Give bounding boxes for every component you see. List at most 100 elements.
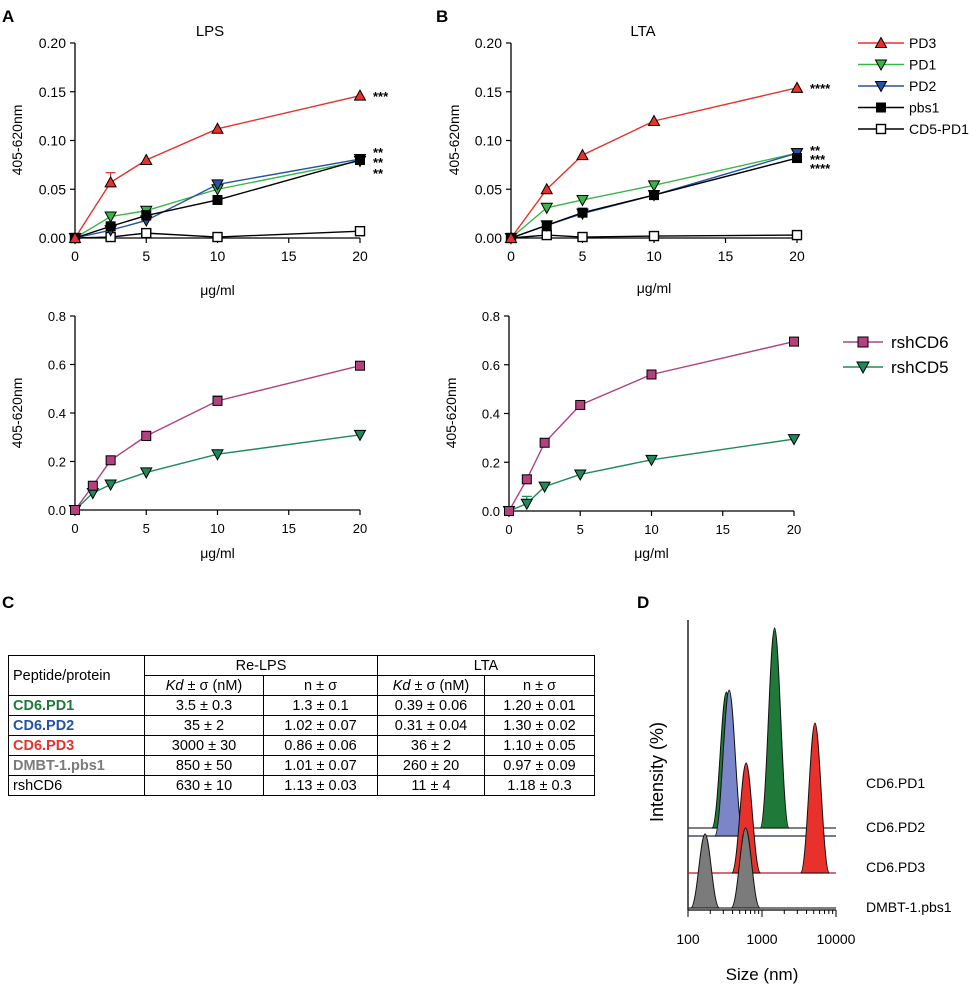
data-point-pd3 [139, 153, 153, 165]
table-cell: 1.30 ± 0.02 [484, 715, 595, 736]
significance-annotation: *** [810, 152, 826, 167]
x-axis-label: μg/ml [637, 280, 672, 296]
y-tick-label: 0.05 [475, 181, 502, 197]
row-name: CD6.PD1 [8, 695, 145, 716]
x-tick-label: 5 [577, 522, 584, 537]
y-tick-label: 0.15 [475, 84, 502, 100]
panel-label-c: C [2, 593, 14, 612]
y-tick-label: 0.2 [482, 455, 500, 470]
data-point-cd5-pd1 [141, 227, 152, 239]
data-point-rshcd6 [212, 395, 223, 406]
x-tick-label: 5 [142, 248, 150, 264]
data-point-pd3 [68, 231, 82, 243]
x-tick-label: 0 [505, 522, 512, 537]
x-tick-label: 15 [716, 522, 730, 537]
data-point-pd3 [540, 182, 554, 195]
x-tick-label: 10 [210, 248, 226, 264]
y-tick-label: 0.6 [48, 358, 66, 373]
chart-dls-size-distribution: 100 1000 10000 Size (nm) Intensity (%) CD6.PD… [647, 620, 952, 984]
chart-lta-peptides: 0.00 0.05 0.10 0.15 0.20 0 5 10 15 20 LTA μg/ml 405-… [446, 23, 831, 296]
data-point-rshcd5 [538, 481, 551, 494]
significance-annotation: ** [373, 166, 384, 181]
y-tick-label: 0.4 [482, 407, 500, 422]
table-row: DMBT-1.pbs1 850 ± 50 1.01 ± 0.07 260 ± 2… [8, 755, 595, 776]
x-axis-label: Size (nm) [726, 965, 799, 984]
data-point-rshcd6 [646, 369, 657, 380]
legend-label: pbs1 [909, 100, 940, 116]
data-point-pbs1 [212, 194, 223, 205]
header-n-lps: n ± σ [263, 675, 378, 696]
y-tick-label: 0.00 [475, 230, 502, 246]
dls-peak-dmbt-1-pbs1 [730, 827, 761, 909]
legend-proteins: rshCD6 rshCD5 [843, 333, 949, 377]
data-point-pd3 [211, 122, 224, 134]
significance-annotation: ** [373, 145, 384, 160]
header-lta: LTA [377, 655, 595, 676]
data-point-pbs1 [541, 220, 552, 231]
data-point-pd3 [504, 231, 518, 243]
significance-annotation: ** [373, 155, 384, 170]
data-point-pd3 [790, 81, 804, 93]
legend-marker-pbs1 [876, 102, 886, 113]
table-row: CD6.PD2 35 ± 2 1.02 ± 0.07 0.31 ± 0.04 1… [8, 715, 595, 736]
panel-label-b: B [436, 7, 448, 26]
data-point-pd3 [353, 89, 367, 101]
data-point-rshcd6 [105, 455, 116, 466]
header-kd-lps: Kd ± σ (nM) [144, 675, 264, 696]
x-tick-label: 15 [281, 248, 297, 264]
y-axis-label: Intensity (%) [647, 722, 667, 822]
data-point-rshcd6 [575, 399, 586, 410]
table-cell: 0.86 ± 0.06 [263, 735, 378, 756]
data-point-pd1 [104, 211, 117, 224]
legend-marker-rshcd5 [856, 361, 870, 375]
row-name: CD6.PD3 [8, 735, 145, 756]
table-cell: 35 ± 2 [144, 715, 264, 736]
table-cell: 1.18 ± 0.3 [484, 775, 595, 796]
data-point-rshcd5 [645, 454, 658, 467]
x-axis-label: μg/ml [200, 282, 235, 298]
table-cell: 630 ± 10 [144, 775, 264, 796]
data-point-pbs1 [355, 155, 365, 165]
table-header-sub: Kd ± σ (nM) n ± σ Kd ± σ (nM) n ± σ [9, 675, 595, 696]
legend-marker-pd2 [874, 81, 888, 93]
legend-label: CD5-PD1 [909, 121, 969, 137]
trace-label: CD6.PD2 [866, 819, 925, 835]
legend-label: rshCD5 [891, 358, 949, 377]
data-point-pd1 [540, 202, 554, 215]
table-cell: 1.3 ± 0.1 [263, 695, 378, 716]
trace-label: CD6.PD3 [866, 859, 925, 875]
table-cell: 36 ± 2 [377, 735, 485, 756]
data-point-pbs1 [577, 207, 588, 218]
legend-marker-pd1 [874, 59, 888, 72]
table-cell: 1.01 ± 0.07 [263, 755, 378, 776]
data-point-pd2 [211, 179, 224, 191]
significance-annotation: *** [373, 89, 389, 104]
x-tick-label: 5 [579, 248, 587, 264]
table-cell: 850 ± 50 [144, 755, 264, 776]
data-point-rshcd6 [504, 506, 514, 516]
y-tick-label: 0.15 [39, 84, 66, 100]
chart-title: LPS [196, 23, 224, 40]
table-cell: 1.02 ± 0.07 [263, 715, 378, 736]
legend-peptides: PD3 PD1 PD2 pbs1 CD5-PD1 [858, 35, 969, 137]
significance-annotation: **** [810, 161, 831, 176]
data-point-pbs1 [105, 221, 116, 232]
data-point-cd5-pd1 [212, 231, 223, 243]
legend-label: rshCD6 [891, 333, 949, 352]
significance-annotation: ** [810, 143, 821, 158]
data-point-pd3 [647, 114, 661, 126]
dls-peak-cd6-pd3 [800, 722, 830, 874]
x-tick-label: 5 [143, 521, 150, 536]
y-axis-label: 405-620nm [443, 378, 459, 449]
y-tick-label: 0.8 [482, 309, 500, 324]
data-point-pd1 [647, 180, 661, 192]
legend-label: PD2 [909, 78, 936, 94]
trace-label: DMBT-1.pbs1 [866, 899, 952, 915]
table-cell: 0.97 ± 0.09 [484, 755, 595, 776]
x-tick-label: 15 [718, 248, 734, 264]
chart-title: LTA [630, 23, 655, 40]
row-name: DMBT-1.pbs1 [8, 755, 145, 776]
legend-label: PD3 [909, 35, 936, 51]
table-row: CD6.PD1 3.5 ± 0.3 1.3 ± 0.1 0.39 ± 0.06 … [8, 695, 595, 716]
